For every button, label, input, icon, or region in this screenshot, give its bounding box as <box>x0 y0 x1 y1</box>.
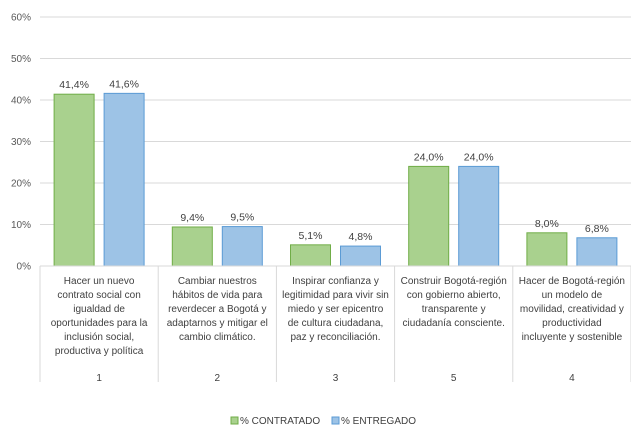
legend-swatch-entregado <box>331 416 340 425</box>
bar-entregado <box>458 165 500 267</box>
category-number: 3 <box>333 373 339 384</box>
category-label-line: oportunidades para la <box>51 318 148 329</box>
data-label: 8,0% <box>535 218 559 230</box>
y-tick-label: 0% <box>17 262 32 273</box>
category-label-line: Hacer de Bogotá-región <box>519 276 625 287</box>
data-label: 9,5% <box>230 212 254 224</box>
category-label-line: de cultura ciudadana, <box>288 318 384 329</box>
data-label: 24,0% <box>464 151 494 163</box>
data-label: 5,1% <box>299 230 323 242</box>
category-label-line: adaptarnos y mitigar el <box>167 318 268 329</box>
bar-entregado <box>221 226 263 267</box>
category-label-line: igualdad de <box>73 304 125 315</box>
category-label-line: ciudadanía consciente. <box>403 318 505 329</box>
category-label-line: hábitos de vida para <box>172 290 263 301</box>
bar-entregado <box>103 92 145 267</box>
category-number: 5 <box>451 373 457 384</box>
category-label-line: un modelo de <box>542 290 603 301</box>
category-label-line: movilidad, creatividad y <box>520 304 624 315</box>
bar-contratado <box>290 244 331 267</box>
category-label-line: Hacer un nuevo <box>64 276 135 287</box>
category-label-line: inclusión social, <box>64 332 134 343</box>
bar-contratado <box>526 232 568 267</box>
data-label: 6,8% <box>585 223 609 235</box>
y-tick-label: 40% <box>11 96 31 107</box>
x-axis: Hacer un nuevo contrato social con igualda… <box>39 265 631 384</box>
category-label-line: productividad <box>542 318 601 329</box>
category-label-line: reverdecer a Bogotá y <box>168 304 266 315</box>
y-tick-label: 20% <box>11 179 31 190</box>
y-tick-label: 30% <box>11 137 31 148</box>
category-label-line: paz y reconciliación. <box>290 332 380 343</box>
legend: % CONTRATADO % ENTREGADO <box>230 416 416 427</box>
category-label-line: legitimidad para vivir sin <box>282 290 389 301</box>
data-label: 24,0% <box>414 151 444 163</box>
legend-swatch-contratado <box>230 416 239 425</box>
category-label-line: cambio climático. <box>179 332 256 343</box>
data-label: 41,6% <box>109 78 139 90</box>
data-label: 4,8% <box>349 231 373 243</box>
legend-label-entregado: % ENTREGADO <box>341 416 416 427</box>
category-number: 2 <box>215 373 221 384</box>
bar-contratado <box>171 226 213 267</box>
bar-contratado <box>408 165 450 267</box>
data-labels: 41,4% 41,6% 9,4% 9,5% 5,1% 4,8% 24,0% 24,0% 8,0%… <box>59 78 609 243</box>
bar-entregado <box>340 245 381 267</box>
legend-label-contratado: % CONTRATADO <box>240 416 320 427</box>
category-label-line: contrato social con <box>57 290 140 301</box>
bar-contratado <box>53 93 95 267</box>
bars <box>53 92 618 267</box>
category-number: 1 <box>96 373 102 384</box>
data-label: 41,4% <box>59 79 89 91</box>
category-label-line: productiva y política <box>55 346 144 357</box>
category-label-line: miedo y ser epicentro <box>288 304 384 315</box>
category-number: 4 <box>569 373 575 384</box>
category-label-line: Inspirar confianza y <box>292 276 379 287</box>
y-tick-label: 50% <box>11 54 31 65</box>
category-label-line: Construir Bogotá-región <box>401 276 507 287</box>
category-label-line: incluyente y sostenible <box>522 332 623 343</box>
data-label: 9,4% <box>180 212 204 224</box>
y-axis-ticks: 0% 10% 20% 30% 40% 50% 60% <box>11 13 31 273</box>
category-label-line: Cambiar nuestros <box>178 276 257 287</box>
y-tick-label: 60% <box>11 13 31 24</box>
bar-entregado <box>576 237 618 267</box>
category-label-line: con gobierno abierto, <box>407 290 501 301</box>
category-label-line: transparente y <box>422 304 486 315</box>
y-tick-label: 10% <box>11 220 31 231</box>
